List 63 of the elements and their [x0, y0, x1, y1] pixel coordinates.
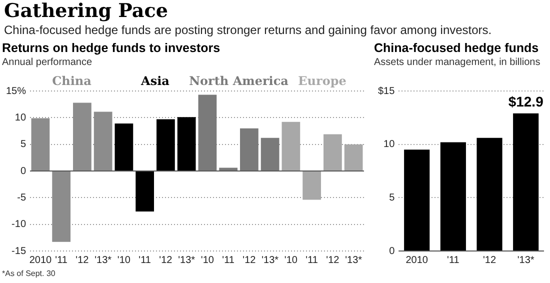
bar — [73, 102, 92, 170]
series-label: North America — [189, 74, 289, 88]
y-tick-label: 5 — [389, 192, 396, 204]
y-tick-label: -5 — [17, 192, 26, 204]
x-tick-label: '11 — [138, 254, 152, 266]
bar — [302, 172, 321, 200]
bar — [156, 119, 175, 170]
bar — [177, 117, 196, 170]
y-tick-label: 15% — [6, 86, 26, 97]
bar — [476, 138, 502, 250]
y-tick-label: -10 — [12, 219, 26, 230]
x-tick-label: '12 — [482, 254, 496, 266]
bar — [324, 134, 342, 170]
chart-subtitle: Annual performance — [2, 56, 94, 69]
bar — [52, 172, 71, 242]
bar — [240, 128, 258, 170]
x-tick-label: '12 — [242, 254, 256, 266]
text: China-focused hedge funds are posting stronger returns and gaining favor among investors. — [4, 22, 493, 38]
y-tick-label: 0 — [389, 246, 396, 257]
y-tick-label: 5 — [20, 139, 26, 150]
bar — [94, 112, 112, 170]
y-tick-label: 10 — [14, 112, 26, 124]
x-tick-label: '11 — [306, 254, 318, 266]
chart-title: China-focused hedge funds — [374, 40, 540, 56]
series-label: China — [52, 74, 92, 88]
bar — [114, 124, 134, 170]
text: Asia — [140, 74, 170, 88]
x-tick-label: '10 — [200, 254, 214, 266]
x-tick-label: '12 — [159, 254, 173, 266]
x-tick-label: '13* — [178, 254, 196, 266]
text: *As of Sept. 30 — [2, 269, 56, 279]
x-tick-label: 2010 — [406, 254, 428, 266]
x-tick-label: '10 — [117, 254, 131, 266]
y-tick-label: 0 — [20, 166, 26, 177]
x-tick-label: '13* — [262, 254, 279, 266]
bar — [260, 138, 280, 170]
x-tick-label: '11 — [222, 254, 235, 266]
bar — [198, 94, 217, 170]
bar — [219, 168, 238, 170]
bar — [136, 172, 154, 212]
text: Gathering Pace — [4, 0, 169, 22]
x-tick-label: '11 — [55, 254, 68, 266]
chart-title: Returns on hedge funds to investors — [2, 40, 222, 56]
x-tick-label: '12 — [326, 254, 340, 266]
y-tick-label: $15 — [378, 86, 396, 97]
bar — [344, 144, 363, 170]
bar — [282, 122, 300, 170]
y-tick-label: 10 — [384, 139, 396, 150]
bar — [31, 118, 50, 170]
bar — [404, 150, 430, 250]
x-tick-label: '13* — [345, 254, 362, 266]
chart-subtitle: Assets under management, in billions — [374, 56, 542, 69]
bar — [440, 142, 466, 250]
x-tick-label: '12 — [76, 254, 90, 266]
bar — [513, 113, 539, 250]
x-tick-label: '11 — [447, 254, 460, 266]
x-tick-label: 2010 — [29, 254, 52, 266]
x-tick-label: '13* — [94, 254, 112, 266]
text: Europe — [298, 74, 347, 88]
y-tick-label: -15 — [12, 246, 26, 257]
x-tick-label: '10 — [284, 254, 298, 266]
x-tick-label: '13* — [517, 254, 534, 266]
data-label: $12.9 — [508, 93, 544, 110]
